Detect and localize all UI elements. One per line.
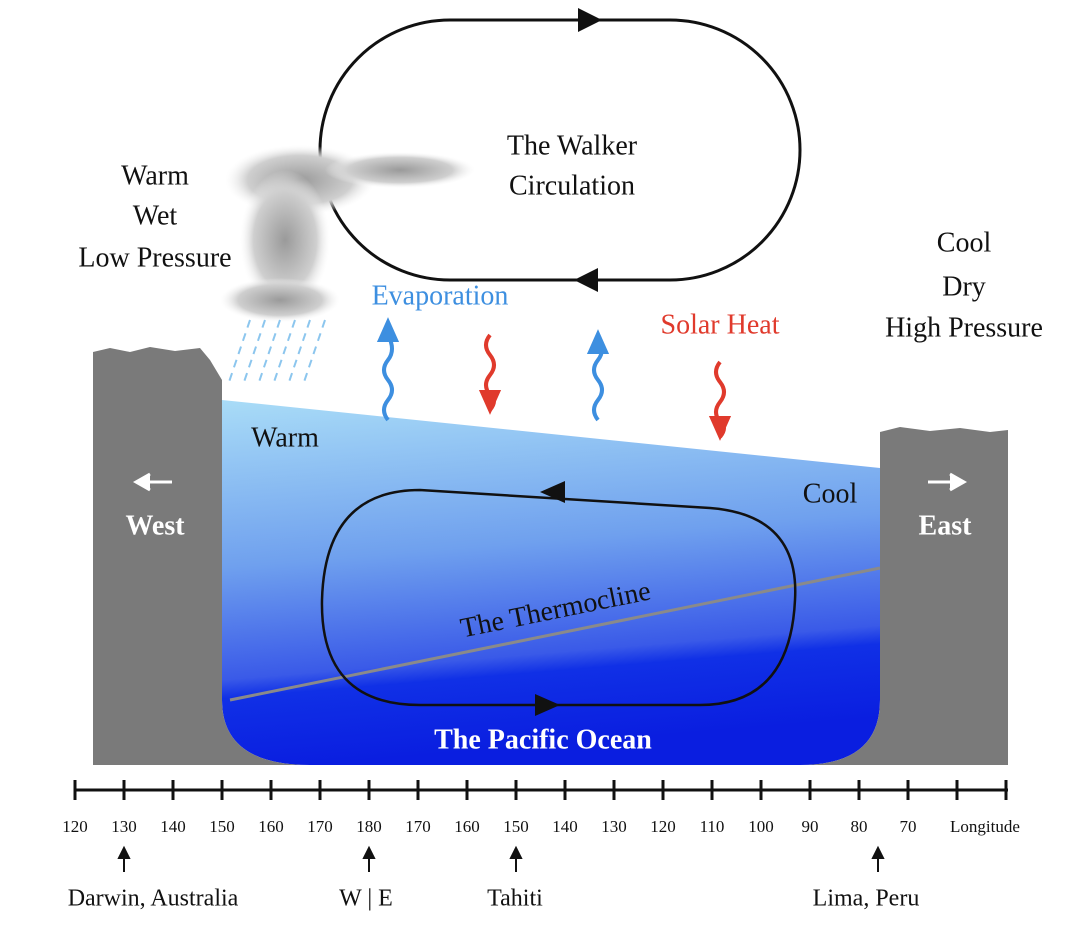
thermocline-line [229,566,881,702]
longitude-label: 110 [700,817,725,836]
longitude-label: 90 [802,817,819,836]
title: The Walker [507,130,638,161]
evaporation-label: Evaporation [372,280,509,311]
west-condition: Warm [121,160,189,191]
place-label: Darwin, Australia [68,886,239,912]
longitude-label: 160 [454,817,480,836]
place-label: Tahiti [487,886,543,912]
longitude-label: 170 [405,817,431,836]
longitude-label: 140 [552,817,578,836]
west-arrow [132,472,172,492]
rain [227,319,326,386]
longitude-label: 150 [209,817,235,836]
longitude-label: 80 [851,817,868,836]
west-condition: Low Pressure [78,242,231,273]
walker-loop [318,18,802,282]
place-label: W | E [339,886,393,912]
east-condition: Dry [942,271,986,302]
evaporation-arrow [376,317,610,422]
longitude-label: 160 [258,817,284,836]
solar-label: Solar Heat [661,309,780,340]
ocean-name: The Pacific Ocean [434,724,652,755]
title: Circulation [509,170,635,201]
west-label: West [125,510,185,541]
loop-arrow [578,8,602,32]
loop-arrow [574,268,598,292]
west-land [93,347,310,765]
east-land [800,427,1008,765]
place-arrows [117,845,885,872]
cloud [220,145,475,322]
east-arrow [928,472,968,492]
loop-arrow [540,481,565,503]
ocean [222,400,880,765]
longitude-label: 100 [748,817,774,836]
warm-label: Warm [251,422,319,453]
longitude-label: 120 [650,817,676,836]
east-condition: High Pressure [885,312,1043,343]
longitude-label: 140 [160,817,186,836]
longitude-label: 130 [111,817,137,836]
axis-label: Longitude [950,817,1020,836]
east-label: East [919,510,973,541]
longitude-label: 130 [601,817,627,836]
longitude-label: 170 [307,817,333,836]
longitude-label: 180 [356,817,382,836]
west-condition: Wet [133,200,178,231]
longitude-label: 150 [503,817,529,836]
east-condition: Cool [937,227,992,258]
loop-arrow [535,694,560,716]
solar-arrow [478,333,732,441]
cool-label: Cool [803,478,858,509]
longitude-label: 120 [62,817,88,836]
longitude-label: 70 [900,817,917,836]
place-label: Lima, Peru [813,886,920,912]
